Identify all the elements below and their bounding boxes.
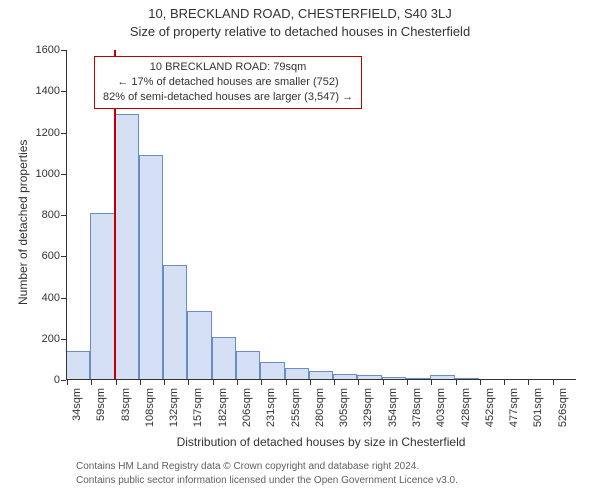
histogram-bar xyxy=(212,337,236,380)
x-tick-mark xyxy=(553,380,554,385)
x-tick-label: 354sqm xyxy=(387,388,399,427)
y-tick-mark xyxy=(61,380,66,381)
y-tick-label: 400 xyxy=(26,292,60,304)
histogram-bar xyxy=(187,311,211,380)
y-tick-mark xyxy=(61,50,66,51)
histogram-bar xyxy=(260,362,284,380)
chart-title-sub: Size of property relative to detached ho… xyxy=(0,24,600,39)
x-tick-label: 526sqm xyxy=(557,388,569,427)
x-tick-mark xyxy=(407,380,408,385)
x-tick-label: 255sqm xyxy=(290,388,302,427)
x-tick-label: 206sqm xyxy=(241,388,253,427)
x-axis-line xyxy=(66,379,576,380)
histogram-bar xyxy=(115,114,139,380)
histogram-bar xyxy=(66,351,90,380)
x-tick-label: 501sqm xyxy=(532,388,544,427)
x-tick-label: 403sqm xyxy=(435,388,447,427)
chart-title-main: 10, BRECKLAND ROAD, CHESTERFIELD, S40 3L… xyxy=(0,6,600,21)
x-tick-label: 34sqm xyxy=(71,388,83,421)
y-tick-label: 200 xyxy=(26,333,60,345)
x-tick-label: 83sqm xyxy=(120,388,132,421)
x-tick-mark xyxy=(164,380,165,385)
annotation-line-1: 10 BRECKLAND ROAD: 79sqm xyxy=(103,60,353,75)
y-tick-label: 1000 xyxy=(26,168,60,180)
x-tick-mark xyxy=(431,380,432,385)
histogram-bar xyxy=(90,213,114,380)
x-tick-mark xyxy=(213,380,214,385)
x-tick-label: 452sqm xyxy=(484,388,496,427)
x-tick-mark xyxy=(528,380,529,385)
x-tick-mark xyxy=(286,380,287,385)
y-tick-label: 600 xyxy=(26,250,60,262)
y-tick-mark xyxy=(61,256,66,257)
x-tick-label: 59sqm xyxy=(95,388,107,421)
annotation-box: 10 BRECKLAND ROAD: 79sqm ← 17% of detach… xyxy=(94,56,362,109)
y-tick-label: 800 xyxy=(26,209,60,221)
y-tick-mark xyxy=(61,133,66,134)
footer-attribution: Contains HM Land Registry data © Crown c… xyxy=(76,460,458,487)
x-tick-mark xyxy=(116,380,117,385)
annotation-line-2: ← 17% of detached houses are smaller (75… xyxy=(103,75,353,90)
y-axis-label: Number of detached properties xyxy=(16,140,30,305)
x-tick-mark xyxy=(261,380,262,385)
x-tick-label: 305sqm xyxy=(338,388,350,427)
x-tick-mark xyxy=(383,380,384,385)
y-tick-mark xyxy=(61,298,66,299)
x-axis-label: Distribution of detached houses by size … xyxy=(66,435,576,449)
y-tick-mark xyxy=(61,91,66,92)
x-tick-label: 231sqm xyxy=(265,388,277,427)
x-tick-mark xyxy=(237,380,238,385)
x-tick-mark xyxy=(67,380,68,385)
annotation-line-3: 82% of semi-detached houses are larger (… xyxy=(103,90,353,105)
x-tick-mark xyxy=(140,380,141,385)
x-tick-label: 477sqm xyxy=(508,388,520,427)
x-tick-label: 108sqm xyxy=(144,388,156,427)
y-tick-label: 1600 xyxy=(26,44,60,56)
footer-line-1: Contains HM Land Registry data © Crown c… xyxy=(76,460,458,474)
y-tick-label: 0 xyxy=(26,374,60,386)
x-tick-label: 132sqm xyxy=(168,388,180,427)
y-tick-mark xyxy=(61,215,66,216)
x-tick-mark xyxy=(91,380,92,385)
y-tick-mark xyxy=(61,174,66,175)
x-tick-label: 280sqm xyxy=(314,388,326,427)
x-tick-mark xyxy=(334,380,335,385)
histogram-bar xyxy=(139,155,163,380)
x-tick-label: 378sqm xyxy=(411,388,423,427)
y-tick-mark xyxy=(61,339,66,340)
x-tick-label: 329sqm xyxy=(362,388,374,427)
footer-line-2: Contains public sector information licen… xyxy=(76,474,458,488)
x-tick-label: 182sqm xyxy=(217,388,229,427)
x-tick-mark xyxy=(310,380,311,385)
x-tick-mark xyxy=(358,380,359,385)
x-tick-mark xyxy=(188,380,189,385)
x-tick-mark xyxy=(504,380,505,385)
y-tick-label: 1200 xyxy=(26,127,60,139)
chart-container: 10, BRECKLAND ROAD, CHESTERFIELD, S40 3L… xyxy=(0,0,600,500)
y-axis-line xyxy=(66,50,67,380)
x-tick-mark xyxy=(456,380,457,385)
histogram-bar xyxy=(236,351,260,380)
x-tick-label: 428sqm xyxy=(460,388,472,427)
histogram-bar xyxy=(163,265,187,381)
x-tick-mark xyxy=(480,380,481,385)
y-tick-label: 1400 xyxy=(26,85,60,97)
x-tick-label: 157sqm xyxy=(192,388,204,427)
